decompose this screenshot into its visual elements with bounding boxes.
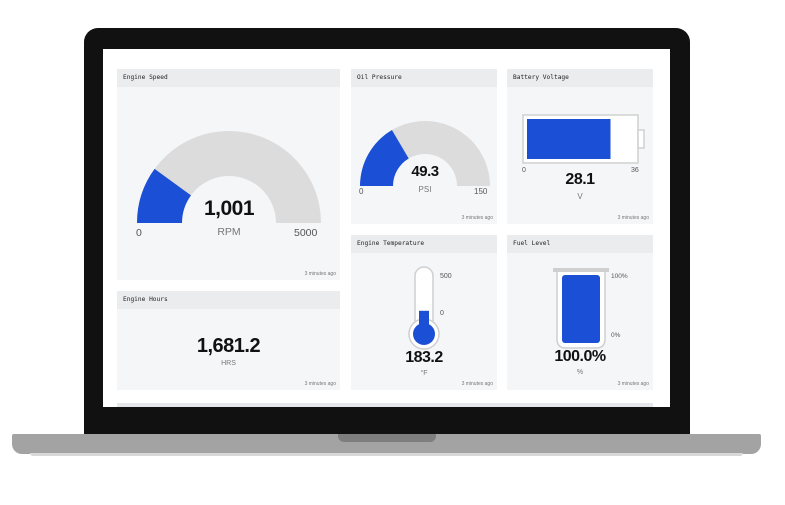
battery-voltage-unit: V [577,192,583,201]
fuel-level-unit: % [576,369,584,376]
next-row-card-edge [117,403,653,407]
battery-voltage-max: 36 [631,167,639,174]
engine-temperature-min: 0 [440,310,444,317]
engine-speed-card: Engine Speed 1,001 RPM 0 5000 3 minutes … [117,69,340,280]
oil-pressure-updated: 3 minutes ago [461,215,493,221]
oil-pressure-card: Oil Pressure 49.3 PSI 0 150 3 minutes ag… [351,69,497,224]
engine-hours-unit: HRS [221,360,236,367]
engine-temperature-updated: 3 minutes ago [461,381,493,387]
thermometer-gauge [408,266,440,350]
engine-temperature-card: Engine Temperature 500 0 183.2 °F 3 minu… [351,235,497,390]
battery-voltage-updated: 3 minutes ago [617,215,649,221]
fuel-level-title: Fuel Level [507,235,653,253]
engine-speed-gauge-fill [137,168,191,223]
fuel-level-min: 0% [611,332,621,339]
oil-pressure-value: 49.3 [411,163,439,180]
oil-pressure-title: Oil Pressure [351,69,497,87]
engine-speed-updated: 3 minutes ago [304,271,336,277]
thermometer-bulb [413,323,435,345]
oil-pressure-gauge [360,121,490,186]
engine-speed-gauge [137,131,321,223]
engine-hours-updated: 3 minutes ago [304,381,336,387]
engine-temperature-max: 500 [440,273,452,280]
engine-speed-unit: RPM [217,226,241,238]
engine-temperature-value: 183.2 [405,349,443,366]
engine-speed-min: 0 [136,227,142,239]
engine-temperature-title: Engine Temperature [351,235,497,253]
laptop-base [12,434,761,454]
battery-voltage-value: 28.1 [565,171,595,188]
laptop-notch [338,434,436,442]
oil-pressure-gauge-fill [360,130,409,186]
fuel-level-max: 100% [611,273,628,280]
fuel-level-updated: 3 minutes ago [617,381,649,387]
engine-speed-value: 1,001 [203,197,255,220]
battery-gauge [522,114,645,164]
engine-speed-max: 5000 [294,227,318,239]
fuel-tank-rim [553,268,609,272]
battery-voltage-card: Battery Voltage 0 36 28.1 V 3 minutes ag… [507,69,653,224]
oil-pressure-unit: PSI [418,185,432,194]
thermometer-fill [419,310,429,333]
engine-temperature-unit: °F [420,370,428,377]
battery-voltage-min: 0 [522,167,526,174]
laptop-base-shadow [30,453,743,456]
fuel-level-card: Fuel Level 100% 0% 100.0% % 3 minutes ag… [507,235,653,390]
oil-pressure-max: 150 [474,187,488,196]
battery-voltage-title: Battery Voltage [507,69,653,87]
engine-speed-title: Engine Speed [117,69,340,87]
fuel-level-value: 100.0% [554,348,606,365]
fuel-tank-gauge [553,268,609,349]
engine-hours-value: 1,681.2 [196,335,261,357]
oil-pressure-min: 0 [359,187,364,196]
dashboard-screen: Engine Speed 1,001 RPM 0 5000 3 minutes … [103,49,670,407]
engine-hours-card: Engine Hours 1,681.2 HRS 3 minutes ago [117,291,340,390]
battery-terminal [637,129,645,149]
fuel-tank-fill [562,275,600,343]
battery-fill [527,119,611,159]
engine-hours-title: Engine Hours [117,291,340,309]
